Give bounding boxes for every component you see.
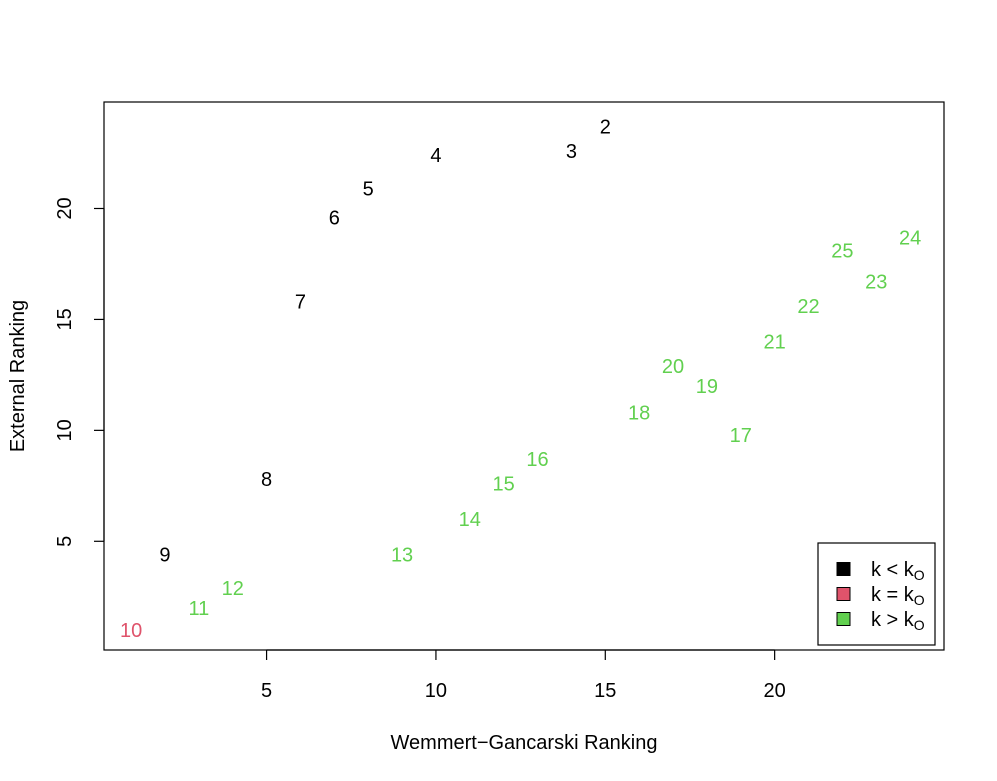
data-point-22: 22 <box>797 296 819 318</box>
data-point-20: 20 <box>662 356 684 378</box>
x-tick-label: 5 <box>261 680 272 702</box>
x-tick-label: 10 <box>425 680 447 702</box>
data-point-13: 13 <box>391 545 413 567</box>
legend-label-equal: k = kO <box>871 584 925 608</box>
legend-swatch-equal <box>836 587 851 601</box>
legend-label-text: k = k <box>871 584 915 606</box>
data-point-10: 10 <box>120 620 142 642</box>
data-point-16: 16 <box>526 449 548 471</box>
legend-label-subscript: O <box>914 592 925 608</box>
legend-swatch-above <box>836 612 851 626</box>
data-point-18: 18 <box>628 403 650 425</box>
y-axis: 5 10 15 20 <box>54 197 105 547</box>
legend-swatch-below <box>836 562 851 576</box>
legend-label-below: k < kO <box>871 559 925 583</box>
x-tick-label: 20 <box>764 680 786 702</box>
x-axis: 5 10 15 20 <box>261 649 786 702</box>
data-point-9: 9 <box>159 545 170 567</box>
x-axis-title: Wemmert−Gancarski Ranking <box>391 732 658 754</box>
data-point-11: 11 <box>188 598 209 620</box>
y-axis-title: External Ranking <box>7 300 29 452</box>
data-point-23: 23 <box>865 272 887 294</box>
legend-label-text: k < k <box>871 559 915 581</box>
data-point-6: 6 <box>329 207 340 229</box>
y-tick-label: 10 <box>54 419 76 441</box>
data-point-19: 19 <box>696 376 718 398</box>
data-point-24: 24 <box>899 227 921 249</box>
legend-label-text: k > k <box>871 609 915 631</box>
data-point-21: 21 <box>764 332 786 354</box>
data-point-5: 5 <box>363 179 374 201</box>
data-point-15: 15 <box>493 474 515 496</box>
legend-label-subscript: O <box>914 617 925 633</box>
legend: k < kOk = kOk > kO <box>817 542 936 646</box>
data-point-8: 8 <box>261 469 272 491</box>
x-tick-label: 15 <box>594 680 616 702</box>
data-point-25: 25 <box>831 241 853 263</box>
y-tick-label: 15 <box>54 308 76 330</box>
data-point-4: 4 <box>430 145 441 167</box>
data-point-7: 7 <box>295 292 306 314</box>
data-point-14: 14 <box>459 509 481 531</box>
data-point-3: 3 <box>566 141 577 163</box>
data-point-12: 12 <box>222 578 244 600</box>
data-point-2: 2 <box>600 116 611 138</box>
y-tick-label: 5 <box>54 536 76 547</box>
legend-label-above: k > kO <box>871 609 925 633</box>
legend-label-subscript: O <box>914 567 925 583</box>
data-point-17: 17 <box>730 425 752 447</box>
y-tick-label: 20 <box>54 197 76 219</box>
